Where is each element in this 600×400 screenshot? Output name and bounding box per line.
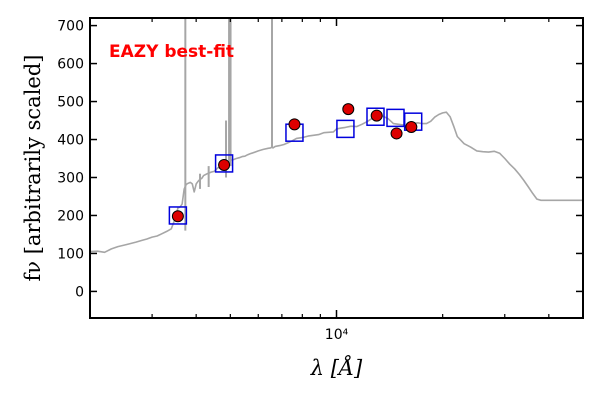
axes-layer: 0 100 200 300 400 500 600 700 10⁴ λ [Å] fν [arbitr… [21, 17, 584, 380]
observed-point [218, 158, 231, 171]
model-point [168, 206, 188, 225]
x-axis-label: λ [Å] [310, 355, 363, 380]
observed-point [405, 120, 418, 133]
model-point [366, 107, 385, 126]
y-tick-label: 500 [57, 95, 84, 111]
y-tick-label: 400 [57, 133, 84, 149]
x-tick-label: 10⁴ [325, 327, 349, 343]
observed-photometry-layer [171, 103, 418, 223]
observed-point [288, 118, 301, 131]
model-point [336, 119, 355, 139]
annotation-label: EAZY best-fit [109, 42, 234, 62]
observed-point [171, 210, 184, 223]
y-tick-label: 100 [57, 246, 84, 262]
y-tick-label: 600 [57, 57, 84, 73]
observed-point [342, 103, 355, 116]
plot-frame [89, 17, 584, 319]
y-tick-label: 700 [57, 19, 84, 35]
model-point [214, 154, 234, 173]
observed-point [370, 109, 383, 122]
y-axis-label: fν [arbitrarily scaled] [21, 55, 45, 282]
observed-point [390, 127, 403, 140]
y-tick-label: 0 [75, 284, 84, 300]
y-tick-label: 200 [57, 208, 84, 224]
model-photometry-layer [168, 107, 423, 225]
y-tick-label: 300 [57, 170, 84, 186]
